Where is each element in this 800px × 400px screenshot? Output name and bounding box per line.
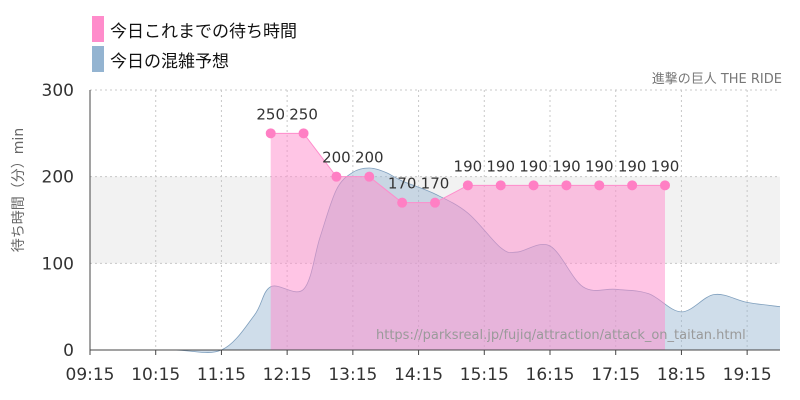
x-tick-label: 13:15 xyxy=(328,365,377,385)
y-tick-label: 300 xyxy=(42,81,74,101)
y-tick-label: 0 xyxy=(63,341,74,361)
legend-swatch-actual xyxy=(92,16,104,42)
y-tick-label: 200 xyxy=(42,168,74,188)
actual-point xyxy=(561,180,572,191)
data-label: 190 xyxy=(519,157,548,175)
legend: 今日これまでの待ち時間 今日の混雑予想 xyxy=(92,14,297,74)
legend-item-forecast[interactable]: 今日の混雑予想 xyxy=(92,44,297,74)
data-label: 170 xyxy=(421,175,450,193)
data-label: 190 xyxy=(486,157,515,175)
data-label: 190 xyxy=(618,157,647,175)
x-tick-label: 16:15 xyxy=(526,365,575,385)
actual-point xyxy=(298,128,309,139)
x-tick-label: 18:15 xyxy=(657,365,706,385)
actual-point xyxy=(462,180,473,191)
data-label: 190 xyxy=(585,157,614,175)
data-label: 170 xyxy=(388,175,417,193)
actual-point xyxy=(495,180,506,191)
legend-swatch-forecast xyxy=(92,46,104,72)
data-label: 200 xyxy=(355,149,384,167)
x-tick-label: 09:15 xyxy=(66,365,115,385)
chart-title: 進撃の巨人 THE RIDE xyxy=(651,72,782,87)
y-tick-label: 100 xyxy=(42,254,74,274)
data-label: 200 xyxy=(322,149,351,167)
actual-point xyxy=(528,180,539,191)
x-tick-label: 12:15 xyxy=(263,365,312,385)
x-tick-label: 15:15 xyxy=(460,365,509,385)
actual-point xyxy=(397,197,408,208)
actual-point xyxy=(430,197,440,208)
x-tick-label: 19:15 xyxy=(723,365,772,385)
actual-point xyxy=(331,171,342,182)
actual-point xyxy=(627,180,638,191)
legend-label-forecast: 今日の混雑予想 xyxy=(110,51,229,72)
source-url-watermark: https://parksreal.jp/fujiq/attraction/at… xyxy=(376,328,746,343)
x-tick-label: 11:15 xyxy=(197,365,246,385)
actual-point xyxy=(265,128,276,139)
actual-point xyxy=(364,171,375,182)
data-label: 190 xyxy=(552,157,581,175)
x-tick-label: 14:15 xyxy=(394,365,443,385)
legend-item-actual[interactable]: 今日これまでの待ち時間 xyxy=(92,14,297,44)
x-tick-label: 17:15 xyxy=(591,365,640,385)
data-label: 250 xyxy=(256,105,285,123)
data-label: 190 xyxy=(454,157,483,175)
actual-point xyxy=(594,180,605,191)
data-label: 190 xyxy=(651,157,680,175)
x-tick-label: 10:15 xyxy=(131,365,180,385)
legend-label-actual: 今日これまでの待ち時間 xyxy=(110,21,297,42)
data-label: 250 xyxy=(289,105,318,123)
actual-point xyxy=(660,180,670,191)
